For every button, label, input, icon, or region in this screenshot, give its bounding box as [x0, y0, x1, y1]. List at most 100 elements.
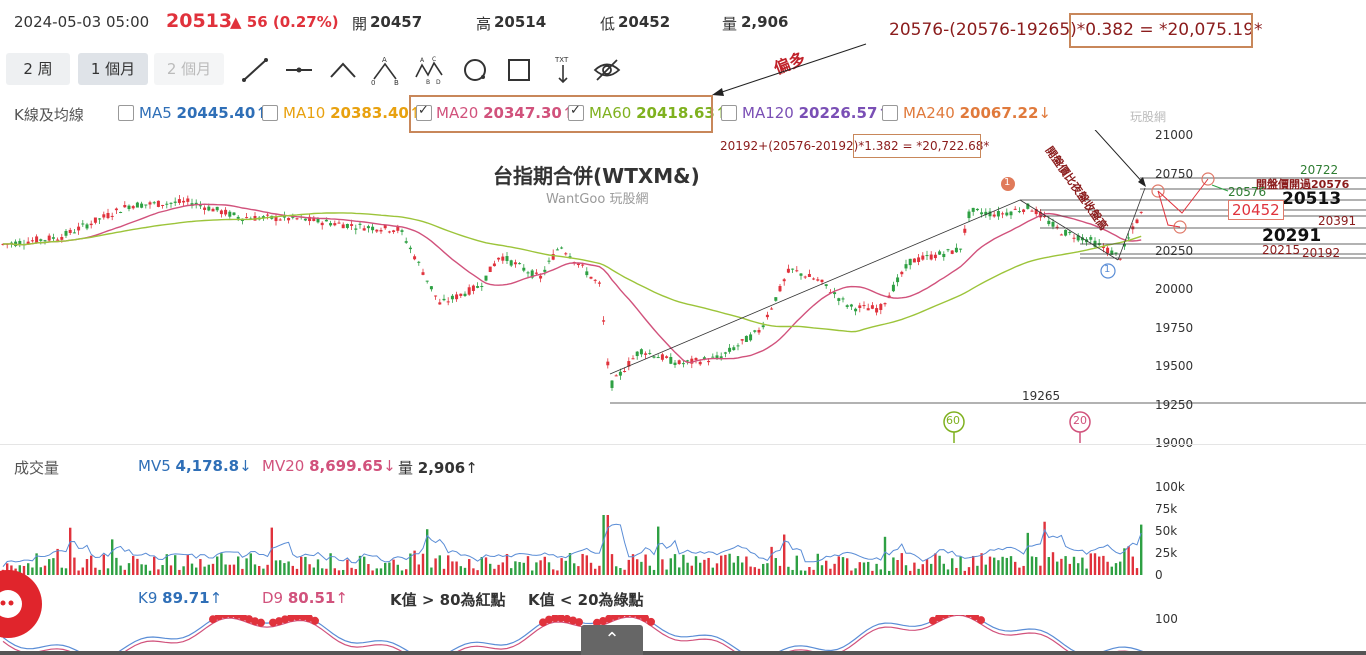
price-tick: 20750: [1155, 167, 1194, 181]
green-arrow: [1211, 184, 1229, 192]
volume-value: 2,906: [741, 13, 789, 31]
candlesticks: [1, 195, 1143, 391]
period-2week-button[interactable]: 2 周: [6, 53, 70, 85]
period-2month-button[interactable]: 2 個月: [154, 53, 224, 85]
kline-section-label: K線及均線: [14, 106, 84, 124]
volume-chart[interactable]: [0, 485, 1150, 580]
level-label-20722: 20722: [1300, 163, 1339, 177]
formula-mid-highlight-box: [853, 134, 981, 158]
price-tick: 19000: [1155, 436, 1194, 450]
ma60-checkbox[interactable]: [568, 103, 584, 121]
marker-circle: [1151, 184, 1165, 198]
point-badge: [1001, 177, 1015, 191]
badge-number: 1: [1004, 177, 1011, 188]
period-1month-button[interactable]: 1 個月: [78, 53, 148, 85]
volume-now-label: 量 2,906↑: [398, 459, 478, 477]
badge-number: 1: [1104, 264, 1111, 275]
price-tick: 19250: [1155, 398, 1194, 412]
circle-tool-icon[interactable]: [460, 55, 490, 85]
volume-tick: 50k: [1155, 524, 1178, 538]
quote-datetime: 2024-05-03 05:00: [14, 13, 150, 31]
svg-text:A: A: [382, 56, 387, 64]
line-tool-icon[interactable]: [240, 55, 270, 85]
ma5-checkbox[interactable]: [118, 105, 134, 121]
volume-tick: 100k: [1155, 480, 1185, 494]
svg-text:B: B: [394, 79, 399, 85]
trend-line: [609, 199, 1021, 375]
volume-tick: 25k: [1155, 546, 1178, 560]
kd-tick: 100: [1155, 612, 1178, 626]
hide-drawings-icon[interactable]: [592, 55, 622, 85]
retrace-line: [1117, 187, 1146, 261]
ma5-label: MA5 20445.40↑: [139, 104, 268, 122]
price-chart[interactable]: [0, 130, 1366, 445]
chart-subtitle: WantGoo 玩股網: [546, 192, 649, 207]
level-label-20215: 20215: [1262, 243, 1301, 257]
price-tick: 21000: [1155, 128, 1194, 142]
bias-arrow: [712, 43, 867, 96]
level-label-20452: 20452: [1228, 200, 1284, 220]
quote-change: ▲ 56 (0.27%): [230, 13, 339, 31]
chevron-up-icon: ⌃: [604, 629, 620, 650]
k9-label: K9 89.71↑: [138, 589, 223, 607]
high-value: 20514: [494, 13, 547, 31]
svg-text:C: C: [432, 56, 436, 63]
text-tool-icon[interactable]: TXT: [548, 55, 578, 85]
ma10-checkbox[interactable]: [262, 105, 278, 121]
ma120-label: MA120 20226.57↑: [742, 104, 890, 122]
angle-tool-icon[interactable]: [328, 55, 358, 85]
open-value: 20457: [370, 13, 423, 31]
ma-highlight-box: [409, 95, 713, 133]
ma120-checkbox[interactable]: [721, 105, 737, 121]
kd-red-dots: [209, 615, 985, 627]
rectangle-tool-icon[interactable]: [504, 55, 534, 85]
ma20-checkbox[interactable]: [416, 103, 432, 121]
d9-label: D9 80.51↑: [262, 589, 348, 607]
point-badge: [1100, 263, 1116, 279]
level-label-20291: 20291: [1262, 226, 1322, 246]
retrace-line: [1019, 199, 1119, 261]
price-tick: 19750: [1155, 321, 1194, 335]
price-tick: 20000: [1155, 282, 1194, 296]
formula-highlight-box: [1069, 13, 1253, 48]
level-label-20391: 20391: [1318, 214, 1357, 228]
diag-arrow: [1094, 130, 1146, 186]
expand-panel-button[interactable]: ⌃: [581, 625, 643, 655]
ma60-badge-label: 60: [946, 414, 960, 427]
ma20-line: [2, 203, 1142, 364]
price-tick: 19500: [1155, 359, 1194, 373]
quote-price: 20513: [166, 10, 233, 32]
volume-tick: 0: [1155, 568, 1163, 582]
quote-header: 2024-05-03 05:00 20513 ▲ 56 (0.27%) 開 20…: [0, 0, 1366, 44]
kd-note-high: K值 > 80為紅點: [390, 591, 506, 609]
svg-text:B: B: [426, 79, 430, 85]
xabcd-pattern-tool-icon[interactable]: A C B D: [414, 55, 444, 85]
volume-tick: 75k: [1155, 502, 1178, 516]
svg-text:A: A: [420, 57, 425, 64]
mv5-line: [2, 523, 1142, 568]
volume-label: 量: [722, 15, 738, 33]
open-label: 開: [352, 15, 368, 33]
kd-note-low: K值 < 20為綠點: [528, 591, 644, 609]
svg-text:0: 0: [371, 79, 375, 85]
d-line: [2, 615, 1144, 655]
level-label-19265: 19265: [1022, 389, 1061, 403]
ma10-label: MA10 20383.40↑: [283, 104, 421, 122]
kd-chart[interactable]: [0, 615, 1150, 655]
svg-text:TXT: TXT: [554, 56, 569, 64]
chat-float-button[interactable]: [0, 570, 42, 638]
abc-pattern-tool-icon[interactable]: A 0 B: [370, 55, 400, 85]
formula-annotation: 20576-(20576-19265)*0.382 = *20,075.19*: [889, 20, 1263, 40]
level-label-20513: 20513: [1282, 189, 1342, 209]
volume-section-label: 成交量: [14, 459, 60, 477]
level-label-20192: 20192: [1302, 246, 1341, 260]
ma240-checkbox[interactable]: [882, 105, 898, 121]
level-label-20576: 20576: [1228, 185, 1267, 199]
high-label: 高: [476, 15, 492, 33]
marker-circle: [1173, 220, 1187, 234]
watermark: 玩股網: [1130, 110, 1167, 124]
horizontal-line-tool-icon[interactable]: [284, 55, 314, 85]
marker-circle: [1201, 172, 1215, 186]
mv5-label: MV5 4,178.8↓: [138, 457, 252, 475]
bottom-scrollbar[interactable]: [0, 651, 1366, 655]
